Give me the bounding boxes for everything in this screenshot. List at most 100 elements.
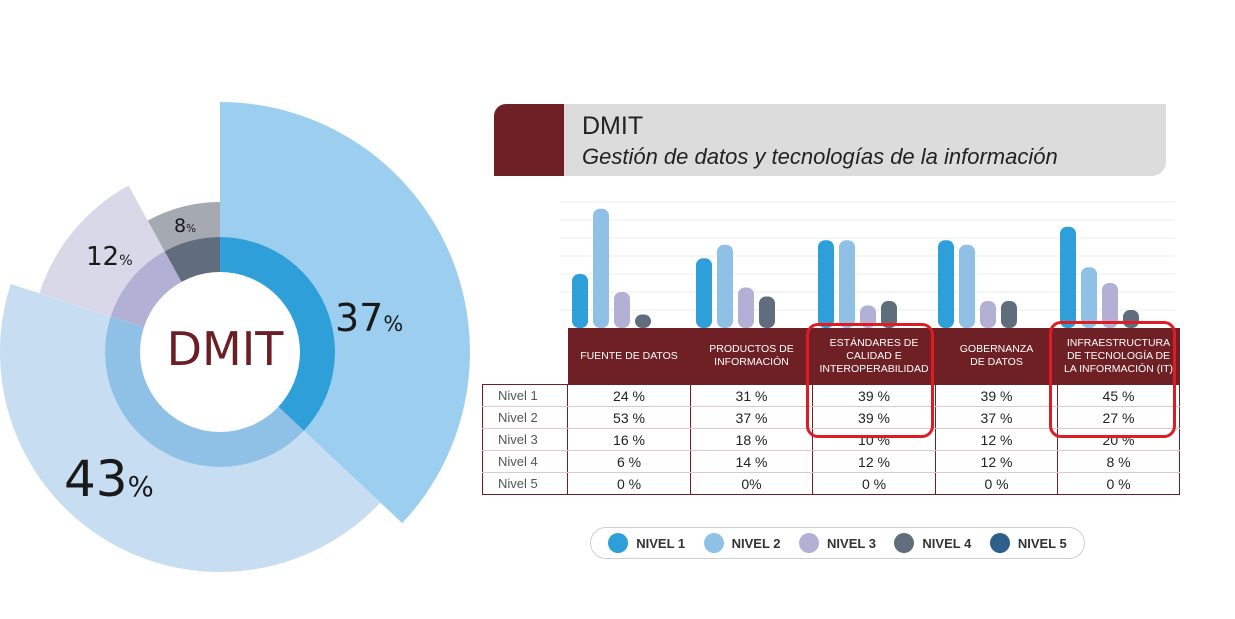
donut-slice-nivel3 <box>39 185 165 317</box>
table-row: Nivel 5 0 % 0% 0 % 0 % 0 % <box>482 472 1180 495</box>
bar-nivel4-cat0 <box>635 314 651 328</box>
donut-chart <box>0 102 471 572</box>
donut-slice-nivel1 <box>220 102 471 524</box>
table-cell: 8 % <box>1057 450 1180 473</box>
bar-nivel2-cat1 <box>717 244 733 328</box>
row-label: Nivel 5 <box>482 472 568 495</box>
legend-item-nivel2: NIVEL 2 <box>703 533 781 553</box>
col-header-fuente: FUENTE DE DATOS <box>567 328 691 385</box>
legend-item-nivel1: NIVEL 1 <box>608 533 685 553</box>
legend-swatch <box>799 533 820 553</box>
donut-slice-nivel4 <box>147 202 220 252</box>
chart-title: DMIT <box>582 112 644 140</box>
row-label: Nivel 2 <box>482 406 568 429</box>
table-cell: 12 % <box>935 450 1058 473</box>
legend-label: NIVEL 1 <box>636 535 686 551</box>
bar-nivel1-cat3 <box>938 240 954 328</box>
chart-subtitle: Gestión de datos y tecnologías de la inf… <box>582 144 1058 169</box>
legend-item-nivel4: NIVEL 4 <box>894 533 971 553</box>
donut-hole <box>140 272 300 432</box>
legend-swatch <box>894 533 915 553</box>
table-cell: 0 % <box>567 472 691 495</box>
donut-label-nivel3: 12% <box>86 242 133 272</box>
legend-label: NIVEL 4 <box>922 535 972 551</box>
table-cell: 0 % <box>935 472 1058 495</box>
bar-nivel1-cat0 <box>572 274 588 328</box>
legend-label: NIVEL 3 <box>827 535 876 551</box>
legend-swatch <box>608 533 629 553</box>
table-cell: 14 % <box>690 450 813 473</box>
table-cell: 24 % <box>567 384 691 407</box>
table-row: Nivel 1 24 % 31 % 39 % 39 % 45 % <box>482 384 1180 407</box>
banner-accent <box>494 104 564 176</box>
donut-inner-slice-nivel4 <box>164 237 220 284</box>
bar-nivel1-cat1 <box>696 258 712 328</box>
table-cell: 53 % <box>567 406 691 429</box>
donut-slice-nivel2 <box>0 284 381 572</box>
donut-inner-slice-nivel3 <box>110 251 183 328</box>
bar-nivel1-cat2 <box>818 240 834 328</box>
table-cell: 39 % <box>812 384 936 407</box>
table-row: Nivel 4 6 % 14 % 12 % 12 % 8 % <box>482 450 1180 473</box>
bar-chart <box>560 201 1175 328</box>
donut-inner-slice-nivel1 <box>220 237 335 431</box>
table-row: Nivel 2 53 % 37 % 39 % 37 % 27 % <box>482 406 1180 429</box>
legend-item-nivel5: NIVEL 5 <box>989 533 1067 553</box>
donut-label-nivel4: 8% <box>174 215 197 237</box>
bar-nivel2-cat4 <box>1081 267 1097 328</box>
data-table: FUENTE DE DATOS PRODUCTOS DE INFORMACIÓN … <box>482 328 1180 495</box>
bar-nivel3-cat3 <box>980 301 996 328</box>
bar-nivel1-cat4 <box>1060 226 1076 328</box>
table-cell: 37 % <box>935 406 1058 429</box>
bar-nivel4-cat1 <box>759 296 775 328</box>
col-header-infraestructura: INFRAESTRUCTURA DE TECNOLOGÍA DE LA INFORM… <box>1057 328 1180 385</box>
bar-nivel2-cat3 <box>959 244 975 328</box>
table-cell: 18 % <box>690 428 813 451</box>
table-cell: 12 % <box>812 450 936 473</box>
row-label: Nivel 3 <box>482 428 568 451</box>
bar-nivel2-cat2 <box>839 240 855 328</box>
data-table-container: FUENTE DE DATOS PRODUCTOS DE INFORMACIÓN … <box>482 328 1180 495</box>
bar-nivel3-cat1 <box>738 287 754 328</box>
table-cell: 12 % <box>935 428 1058 451</box>
banner-background <box>564 104 1166 176</box>
table-cell: 27 % <box>1057 406 1180 429</box>
table-header-row: FUENTE DE DATOS PRODUCTOS DE INFORMACIÓN … <box>483 328 1180 385</box>
donut-center-label: DMIT <box>166 322 284 376</box>
row-label: Nivel 4 <box>482 450 568 473</box>
col-header-gobernanza: GOBERNANZA DE DATOS <box>935 328 1058 385</box>
table-cell: 39 % <box>935 384 1058 407</box>
table-cell: 31 % <box>690 384 813 407</box>
legend-label: NIVEL 5 <box>1017 535 1067 551</box>
highlight-infraestructura <box>1049 321 1176 438</box>
donut-inner-slice-nivel2 <box>104 316 304 467</box>
bar-nivel4-cat3 <box>1001 301 1017 328</box>
donut-label-nivel1: 37% <box>335 296 404 340</box>
table-cell: 0% <box>690 472 813 495</box>
col-header-estandares: ESTÁNDARES DE CALIDAD E INTEROPERABILIDAD <box>812 328 936 385</box>
legend-swatch <box>703 533 724 553</box>
bar-nivel4-cat2 <box>881 301 897 328</box>
highlight-estandares <box>806 323 934 438</box>
bar-nivel2-cat0 <box>593 208 609 328</box>
donut-label-nivel2: 43% <box>64 450 154 508</box>
table-cell: 16 % <box>567 428 691 451</box>
col-header-productos: PRODUCTOS DE INFORMACIÓN <box>690 328 813 385</box>
legend-label: NIVEL 2 <box>731 535 781 551</box>
table-cell: 37 % <box>690 406 813 429</box>
table-cell: 45 % <box>1057 384 1180 407</box>
legend-swatch <box>989 533 1010 553</box>
bar-nivel3-cat0 <box>614 292 630 328</box>
table-row: Nivel 3 16 % 18 % 10 % 12 % 20 % <box>482 428 1180 451</box>
chart-header-banner: DMIT Gestión de datos y tecnologías de l… <box>494 104 1166 176</box>
row-label: Nivel 1 <box>482 384 568 407</box>
table-cell: 0 % <box>812 472 936 495</box>
table-cell: 0 % <box>1057 472 1180 495</box>
table-corner <box>483 328 568 385</box>
chart-legend: NIVEL 1 NIVEL 2 NIVEL 3 NIVEL 4 NIVEL 5 <box>590 527 1085 559</box>
table-cell: 39 % <box>812 406 936 429</box>
bar-nivel3-cat4 <box>1102 283 1118 328</box>
table-cell: 6 % <box>567 450 691 473</box>
legend-item-nivel3: NIVEL 3 <box>799 533 876 553</box>
bar-nivel3-cat2 <box>860 305 876 328</box>
